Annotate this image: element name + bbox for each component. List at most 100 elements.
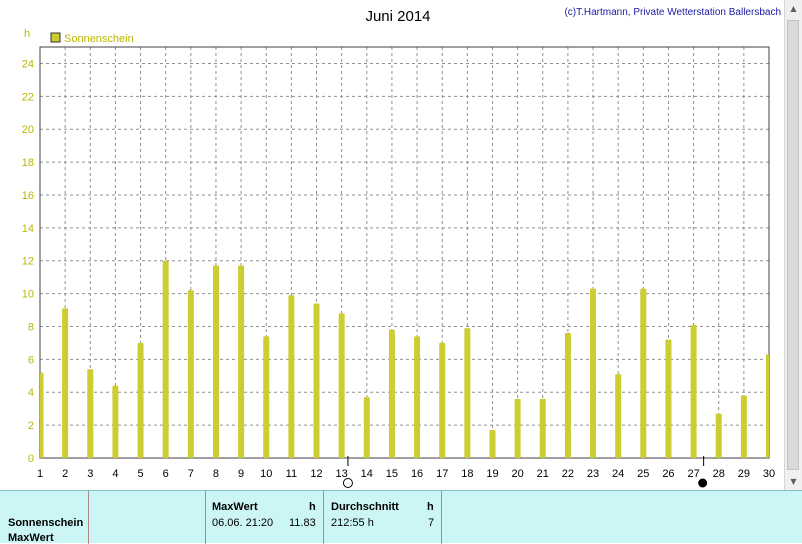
moon-phase-markers: [342, 456, 708, 488]
y-tick-label: 18: [22, 157, 34, 169]
y-tick-label: 24: [22, 58, 34, 70]
x-tick-label: 18: [461, 468, 473, 480]
y-tick-label: 20: [22, 124, 34, 136]
bar-day-23: [590, 288, 597, 458]
statistics-panel: Sonnenschein MaxWert MaxWert h 06.06. 21…: [0, 490, 802, 544]
x-tick-label: 20: [511, 468, 523, 480]
row-label-maxwert: MaxWert: [8, 532, 54, 544]
x-tick-label: 11: [286, 468, 297, 480]
x-tick-label: 28: [713, 468, 725, 480]
bar-day-29: [740, 395, 747, 458]
bar-day-22: [564, 333, 571, 458]
legend-swatch-sonnenschein: [50, 32, 61, 43]
chart-title: Juni 2014: [365, 8, 430, 25]
maxwert-value: 11.83: [289, 517, 316, 529]
x-tick-label: 24: [612, 468, 624, 480]
bar-series-sonnenschein: [40, 260, 769, 458]
x-tick-label: 27: [687, 468, 699, 480]
column-divider: [205, 491, 206, 544]
bar-day-17: [439, 342, 446, 458]
grid-lines: [40, 47, 769, 458]
column-divider: [441, 491, 442, 544]
bar-day-9: [238, 265, 245, 458]
maxwert-header: MaxWert: [212, 501, 258, 513]
vertical-scrollbar[interactable]: ▲ ▼: [784, 0, 802, 490]
bar-day-30: [766, 354, 769, 458]
x-tick-label: 21: [537, 468, 549, 480]
y-tick-label: 4: [28, 387, 34, 399]
x-tick-label: 12: [310, 468, 322, 480]
legend-label-sonnenschein: Sonnenschein: [64, 33, 134, 45]
x-tick-label: 16: [411, 468, 423, 480]
column-divider: [88, 491, 89, 544]
bar-day-21: [539, 398, 546, 458]
bar-day-19: [489, 430, 496, 458]
bar-day-27: [690, 324, 697, 458]
bar-day-10: [263, 336, 270, 458]
y-axis-unit: h: [24, 28, 30, 40]
x-tick-label: 2: [62, 468, 68, 480]
bar-day-2: [62, 308, 69, 458]
x-tick-label: 15: [386, 468, 398, 480]
x-tick-label: 17: [436, 468, 448, 480]
bar-day-26: [665, 339, 672, 458]
bar-day-25: [640, 288, 647, 458]
durchschnitt-header: Durchschnitt: [331, 501, 399, 513]
x-tick-label: 10: [260, 468, 272, 480]
bar-day-20: [514, 398, 521, 458]
durchschnitt-count: 7: [428, 517, 435, 529]
x-tick-label: 30: [763, 468, 775, 480]
bar-day-1: [40, 372, 44, 458]
x-tick-label: 7: [188, 468, 194, 480]
bar-day-6: [162, 260, 169, 458]
x-tick-label: 5: [137, 468, 143, 480]
x-tick-label: 25: [637, 468, 649, 480]
durchschnitt-unit: h: [427, 501, 434, 513]
maxwert-date: 06.06. 21:20: [212, 517, 274, 529]
bar-day-28: [715, 413, 722, 458]
maxwert-unit: h: [309, 501, 316, 513]
row-label-sonnenschein: Sonnenschein: [8, 517, 84, 529]
y-tick-label: 10: [22, 289, 34, 301]
x-tick-label: 26: [662, 468, 674, 480]
bar-day-3: [87, 369, 94, 458]
copyright-text: (c)T.Hartmann, Private Wetterstation Bal…: [564, 7, 781, 18]
bar-day-13: [338, 313, 345, 458]
durchschnitt-value: 212:55 h: [331, 517, 374, 529]
new-moon-icon: [698, 478, 708, 488]
scroll-up-icon[interactable]: ▲: [790, 4, 797, 13]
y-tick-label: 16: [22, 190, 34, 202]
y-tick-label: 14: [22, 223, 34, 235]
x-tick-label: 13: [336, 468, 348, 480]
x-tick-label: 8: [213, 468, 219, 480]
y-tick-label: 6: [28, 354, 34, 366]
y-tick-label: 22: [22, 91, 34, 103]
bar-day-5: [137, 342, 144, 458]
y-tick-label: 8: [28, 321, 34, 333]
x-tick-label: 29: [738, 468, 750, 480]
x-tick-label: 19: [486, 468, 498, 480]
column-divider: [323, 491, 324, 544]
bar-day-16: [414, 336, 421, 458]
bar-day-11: [288, 295, 295, 458]
bar-day-8: [212, 265, 219, 458]
bar-day-18: [464, 328, 471, 458]
plot-area: [39, 46, 770, 459]
scrollbar-thumb[interactable]: [787, 20, 799, 470]
bar-day-14: [363, 397, 370, 458]
x-tick-label: 23: [587, 468, 599, 480]
x-tick-label: 1: [37, 468, 43, 480]
x-tick-label: 3: [87, 468, 93, 480]
y-tick-label: 0: [28, 453, 34, 465]
x-axis-ticks: 1 2 3 4 5 6 7 8 9 10 11 12 13 14 15 16 17 18 19 20 21 22 23 24 2…: [37, 468, 775, 480]
bar-day-15: [388, 329, 395, 458]
x-tick-label: 6: [163, 468, 169, 480]
bar-day-12: [313, 303, 320, 458]
scroll-down-icon[interactable]: ▼: [790, 477, 797, 486]
x-tick-label: 9: [238, 468, 244, 480]
x-tick-label: 14: [361, 468, 373, 480]
x-tick-label: 22: [562, 468, 574, 480]
bar-day-4: [112, 385, 119, 458]
